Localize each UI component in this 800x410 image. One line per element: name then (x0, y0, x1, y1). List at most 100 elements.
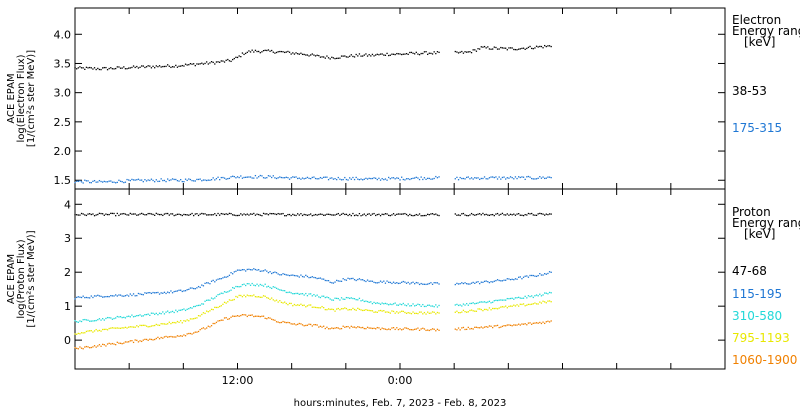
data-point (108, 180, 110, 182)
data-point (358, 297, 361, 300)
data-point (410, 178, 413, 180)
data-point (537, 295, 539, 297)
data-point (313, 293, 315, 296)
data-point (215, 178, 218, 180)
data-point (336, 279, 338, 282)
data-point (170, 66, 172, 69)
proton-series-115-195 (74, 268, 552, 300)
data-point (292, 323, 294, 325)
data-point (202, 63, 205, 65)
data-point (475, 281, 478, 283)
data-point (506, 177, 508, 179)
data-point (194, 288, 196, 290)
data-point (383, 303, 385, 305)
data-point (199, 304, 201, 306)
data-point (171, 321, 174, 324)
data-point (467, 215, 469, 217)
data-point (184, 335, 187, 337)
data-point (188, 307, 190, 310)
data-point (417, 312, 419, 315)
data-point (459, 214, 461, 217)
data-point (183, 308, 185, 310)
data-point (147, 212, 149, 215)
data-point (121, 213, 123, 215)
data-point (219, 278, 221, 280)
data-point (132, 179, 135, 181)
data-point (82, 348, 84, 350)
data-point (87, 67, 89, 69)
data-point (391, 53, 393, 55)
data-point (519, 48, 521, 50)
data-point (275, 287, 278, 289)
proton-ylabel-line: ACE EPAM (6, 254, 17, 304)
data-point (342, 298, 344, 300)
data-point (475, 177, 478, 179)
data-point (508, 298, 510, 300)
data-point (98, 329, 101, 332)
data-point (305, 306, 307, 308)
data-point (129, 293, 131, 295)
data-point (186, 333, 188, 335)
data-point (285, 215, 287, 217)
data-point (126, 68, 128, 70)
x-axis-title: hours:minutes, Feb. 7, 2023 - Feb. 8, 20… (294, 398, 507, 409)
data-point (145, 325, 148, 327)
data-point (379, 53, 382, 55)
data-point (474, 214, 476, 216)
data-point (495, 213, 497, 215)
data-point (77, 332, 79, 335)
data-point (548, 45, 551, 47)
data-point (167, 178, 169, 180)
data-point (472, 49, 474, 51)
data-point (173, 321, 175, 324)
data-point (288, 291, 291, 293)
data-point (532, 296, 534, 299)
data-point (513, 304, 515, 306)
data-point (155, 212, 157, 215)
data-point (431, 178, 434, 180)
data-point (464, 304, 466, 306)
data-point (232, 286, 234, 289)
data-point (293, 293, 296, 295)
data-point (490, 214, 492, 216)
data-point (298, 214, 300, 216)
data-point (323, 176, 325, 178)
data-point (527, 175, 530, 178)
data-point (297, 275, 299, 277)
data-point (95, 319, 97, 322)
data-point (363, 280, 365, 282)
data-point (336, 327, 338, 329)
data-point (332, 282, 335, 284)
data-point (215, 214, 218, 217)
data-point (420, 282, 422, 285)
data-point (511, 297, 513, 299)
data-point (118, 66, 120, 68)
data-point (415, 51, 417, 54)
data-point (282, 51, 284, 53)
data-point (399, 282, 401, 284)
data-point (493, 307, 495, 310)
data-point (495, 46, 497, 49)
data-point (141, 324, 143, 327)
data-point (274, 319, 276, 321)
data-point (467, 51, 469, 53)
data-point (193, 214, 195, 217)
data-point (162, 214, 164, 217)
data-point (379, 328, 382, 331)
data-point (383, 178, 385, 181)
data-point (275, 51, 278, 54)
data-point (318, 307, 320, 309)
data-point (194, 317, 196, 319)
data-point (371, 327, 374, 330)
data-point (342, 212, 344, 215)
data-point (469, 302, 471, 305)
data-point (160, 178, 162, 180)
data-point (474, 310, 476, 312)
data-point (76, 180, 78, 182)
data-point (106, 295, 109, 298)
data-point (248, 50, 250, 52)
data-point (139, 340, 141, 342)
data-point (391, 282, 393, 285)
data-point (266, 213, 268, 215)
